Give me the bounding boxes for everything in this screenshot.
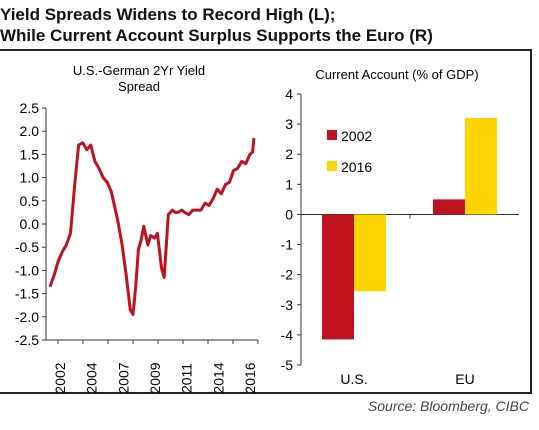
- title-line-1: Yield Spreads Widens to Record High (L);: [0, 5, 336, 24]
- right-chart-title: Current Account (% of GDP): [315, 67, 478, 82]
- left-x-tick-label: 2009: [147, 362, 163, 393]
- legend-label-2016: 2016: [341, 159, 372, 175]
- left-chart-title-line-2: Spread: [118, 79, 160, 94]
- right-y-tick-label: -3: [281, 297, 294, 313]
- left-y-tick-label: 1.5: [20, 146, 40, 162]
- left-y-tick-label: 2.5: [20, 100, 40, 116]
- left-y-tick-label: 1.0: [20, 170, 40, 186]
- source-note: Source: Bloomberg, CIBC: [367, 398, 529, 414]
- legend-swatch-2016: [327, 161, 337, 171]
- left-x-tick-label: 2016: [242, 362, 258, 393]
- left-y-tick-label: 0.5: [20, 193, 40, 209]
- title-line-2: While Current Account Surplus Supports t…: [0, 26, 433, 45]
- left-y-tick-label: -0.5: [15, 239, 39, 255]
- left-x-tick-label: 2014: [210, 362, 226, 393]
- right-y-tick-label: -1: [281, 237, 294, 253]
- left-y-tick-label: -2.0: [15, 309, 39, 325]
- left-x-tick-label: 2002: [52, 362, 68, 393]
- right-x-category-label: EU: [455, 371, 474, 387]
- right-y-tick-label: 0: [285, 206, 293, 222]
- bar-eu-2002: [433, 199, 465, 215]
- left-chart-title-line-1: U.S.-German 2Yr Yield: [73, 63, 205, 78]
- legend-swatch-2002: [327, 130, 337, 140]
- legend-label-2002: 2002: [341, 128, 372, 144]
- left-x-tick-label: 2011: [179, 363, 195, 393]
- left-y-tick-label: -1.0: [15, 262, 39, 278]
- bar-us-2016: [354, 214, 386, 292]
- left-y-tick-label: -1.5: [15, 286, 39, 302]
- left-y-tick-label: 0.0: [20, 216, 40, 232]
- right-y-tick-label: 3: [285, 116, 293, 132]
- yield-spread-chart: 2.5 2.0 1.5 1.0 0.5 0.0 -0.5 -1.0 -1.5 -2.0 -2.5 20…: [15, 100, 259, 394]
- right-y-tick-label: 4: [285, 86, 293, 102]
- right-y-tick-label: 2: [285, 146, 293, 162]
- yield-spread-line: [48, 138, 256, 316]
- right-y-tick-label: 1: [285, 176, 293, 192]
- right-y-tick-label: -2: [281, 267, 294, 283]
- right-y-tick-label: -4: [281, 327, 294, 343]
- bar-us-2002: [322, 214, 354, 340]
- bar-eu-2016: [465, 118, 497, 215]
- current-account-chart: 4 3 2 1 0 -1 -2 -3 -4 -5 U.S. EU 2002 2016: [281, 86, 519, 387]
- chart-title: Yield Spreads Widens to Record High (L);…: [0, 4, 539, 46]
- chart-frame: [0, 49, 532, 394]
- left-x-tick-label: 2004: [84, 362, 100, 393]
- left-x-tick-label: 2007: [115, 362, 131, 393]
- left-y-tick-label: -2.5: [15, 332, 39, 348]
- right-y-tick-label: -5: [281, 357, 294, 373]
- right-x-category-label: U.S.: [340, 371, 367, 387]
- left-y-tick-label: 2.0: [20, 123, 40, 139]
